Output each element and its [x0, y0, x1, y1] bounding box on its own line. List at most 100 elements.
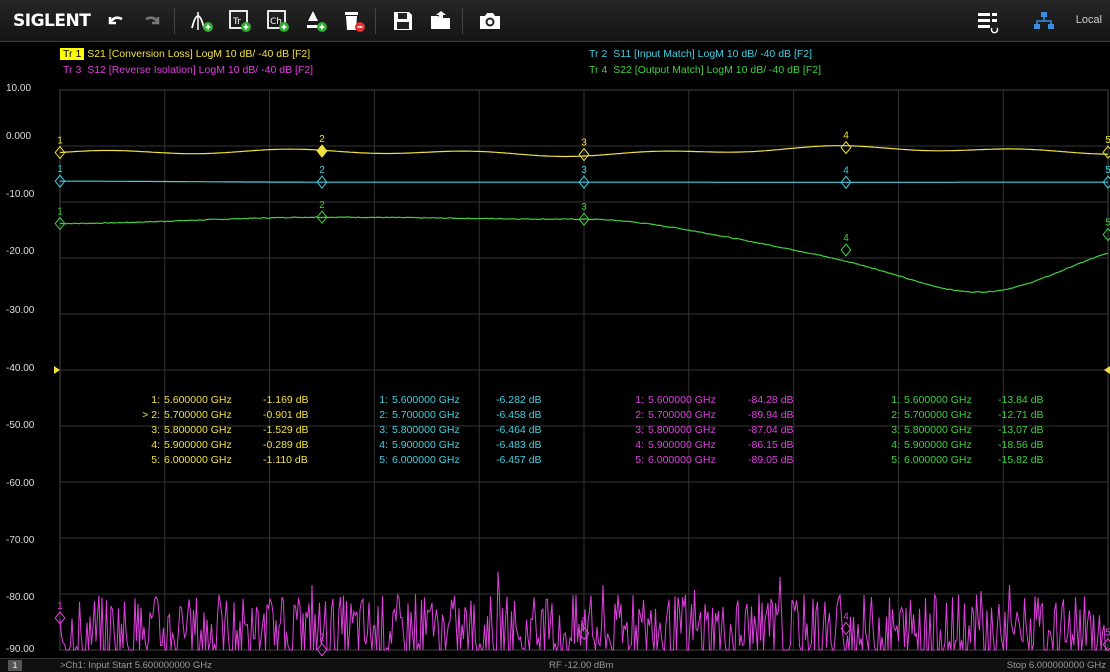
trace-header-3[interactable]: Tr 3 S12 [Reverse Isolation] LogM 10 dB/…: [60, 64, 313, 76]
trace-label: S22 [Output Match] LogM 10 dB/ -40 dB [F…: [613, 64, 821, 76]
undo-button[interactable]: [99, 5, 131, 37]
marker-diamond[interactable]: [1102, 637, 1110, 652]
network-icon: [1034, 12, 1054, 29]
marker-label: 2: [319, 200, 325, 211]
marker-diamond[interactable]: [578, 147, 590, 162]
marker-freq: 5.600000 GHz: [648, 394, 716, 406]
stop-frequency[interactable]: Stop 6.000000000 GHz: [1006, 660, 1106, 671]
marker-value: -1.169 dB: [263, 394, 309, 406]
marker-label: 5: [1105, 628, 1110, 639]
marker-search-button[interactable]: [300, 5, 332, 37]
marker-diamond[interactable]: [54, 145, 66, 160]
add-channel-button[interactable]: Ch: [262, 5, 294, 37]
marker-label: 3: [581, 138, 587, 149]
marker-number: 3:: [891, 424, 900, 436]
channel-badge[interactable]: 1: [8, 660, 22, 671]
redo-icon: [145, 15, 160, 24]
delete-button[interactable]: [338, 5, 370, 37]
marker-diamond[interactable]: [316, 642, 328, 657]
marker-diamond[interactable]: [54, 216, 66, 231]
marker-number: 2:: [379, 409, 388, 421]
marker-diamond[interactable]: [578, 626, 590, 641]
marker-diamond[interactable]: [1102, 227, 1110, 242]
y-axis-label: -70.00: [6, 535, 35, 546]
marker-diamond[interactable]: [54, 611, 66, 625]
marker-label: 3: [581, 616, 587, 627]
marker-value: -6.483 dB: [496, 439, 542, 451]
marker-value: -13.07 dB: [998, 424, 1044, 436]
marker-value: -12.71 dB: [998, 409, 1044, 421]
marker-diamond[interactable]: [578, 212, 590, 226]
marker-row: > 2: 5.700000 GHz -0.901 dB: [118, 409, 318, 424]
trace-header-4[interactable]: Tr 4 S22 [Output Match] LogM 10 dB/ -40 …: [586, 64, 821, 76]
marker-diamond[interactable]: [578, 175, 590, 189]
marker-number: 4:: [151, 439, 160, 451]
layout-button[interactable]: [972, 6, 1004, 38]
trace-header-1[interactable]: Tr 1 S21 [Conversion Loss] LogM 10 dB/ -…: [60, 48, 310, 60]
marker-freq: 5.900000 GHz: [164, 439, 232, 451]
marker-diamond[interactable]: [840, 243, 852, 257]
marker-diamond[interactable]: [316, 210, 328, 224]
marker-freq: 5.600000 GHz: [164, 394, 232, 406]
marker-number: 2:: [891, 409, 900, 421]
trace-id: Tr 1: [60, 48, 85, 60]
marker-number: 5:: [891, 454, 900, 466]
marker-diamond[interactable]: [54, 174, 66, 188]
marker-label: 1: [57, 164, 63, 175]
toolbar-separator: [174, 7, 175, 34]
marker-diamond[interactable]: [840, 140, 852, 155]
marker-diamond[interactable]: [1102, 145, 1110, 160]
remote-status-label: Local: [1075, 14, 1102, 26]
marker-freq: 5.800000 GHz: [164, 424, 232, 436]
marker-value: -6.457 dB: [496, 454, 542, 466]
marker-freq: 5.800000 GHz: [648, 424, 716, 436]
marker-freq: 5.800000 GHz: [392, 424, 460, 436]
toolbar: SIGLENT Tr Ch Local: [0, 0, 1110, 42]
marker-diamond[interactable]: [1102, 175, 1110, 189]
marker-number: 2:: [635, 409, 644, 421]
y-axis-label: -50.00: [6, 420, 35, 431]
marker-diamond[interactable]: [840, 175, 852, 190]
marker-table-tr4: 1: 5.600000 GHz -13.84 dB 2: 5.700000 GHz -1…: [886, 394, 1086, 469]
marker-row: 5: 6.000000 GHz -15.82 dB: [886, 454, 1086, 469]
rf-power[interactable]: RF -12.00 dBm: [549, 660, 614, 671]
marker-freq: 5.900000 GHz: [392, 439, 460, 451]
marker-value: -0.289 dB: [263, 439, 309, 451]
marker-label: 4: [843, 165, 849, 176]
add-trace-button[interactable]: Tr: [224, 5, 256, 37]
marker-row: 5: 6.000000 GHz -89.05 dB: [630, 454, 830, 469]
marker-freq: 6.000000 GHz: [648, 454, 716, 466]
marker-value: -13.84 dB: [998, 394, 1044, 406]
marker-row: 2: 5.700000 GHz -6.458 dB: [374, 409, 574, 424]
marker-label: 5: [1105, 165, 1110, 176]
redo-button[interactable]: [137, 5, 169, 37]
marker-diamond[interactable]: [316, 175, 328, 189]
network-button[interactable]: [1028, 6, 1060, 38]
marker-number: 3:: [379, 424, 388, 436]
marker-number: 5:: [635, 454, 644, 466]
start-frequency[interactable]: >Ch1: Input Start 5.600000000 GHz: [60, 660, 212, 671]
marker-diamond[interactable]: [840, 621, 852, 636]
marker-value: -18.56 dB: [998, 439, 1044, 451]
marker-freq: 5.700000 GHz: [904, 409, 972, 421]
siglent-logo: SIGLENT: [13, 10, 91, 31]
add-channel-icon: Ch: [267, 9, 289, 32]
marker-label: 1: [57, 207, 63, 218]
add-marker-button[interactable]: [186, 5, 218, 37]
open-button[interactable]: [425, 5, 457, 37]
trace-label: S21 [Conversion Loss] LogM 10 dB/ -40 dB…: [87, 48, 311, 60]
save-button[interactable]: [387, 5, 419, 37]
marker-table-tr3: 1: 5.600000 GHz -84.28 dB 2: 5.700000 GHz -8…: [630, 394, 830, 469]
marker-freq: 6.000000 GHz: [392, 454, 460, 466]
marker-diamond[interactable]: [316, 144, 328, 158]
toolbar-separator: [462, 7, 463, 34]
trace-header-2[interactable]: Tr 2 S11 [Input Match] LogM 10 dB/ -40 d…: [586, 48, 812, 60]
marker-number: 5:: [151, 454, 160, 466]
y-axis-label: -60.00: [6, 478, 35, 489]
marker-row: 5: 6.000000 GHz -6.457 dB: [374, 454, 574, 469]
screenshot-button[interactable]: [474, 5, 506, 37]
marker-freq: 5.700000 GHz: [164, 409, 232, 421]
marker-label: 1: [57, 136, 63, 147]
marker-row: 4: 5.900000 GHz -18.56 dB: [886, 439, 1086, 454]
